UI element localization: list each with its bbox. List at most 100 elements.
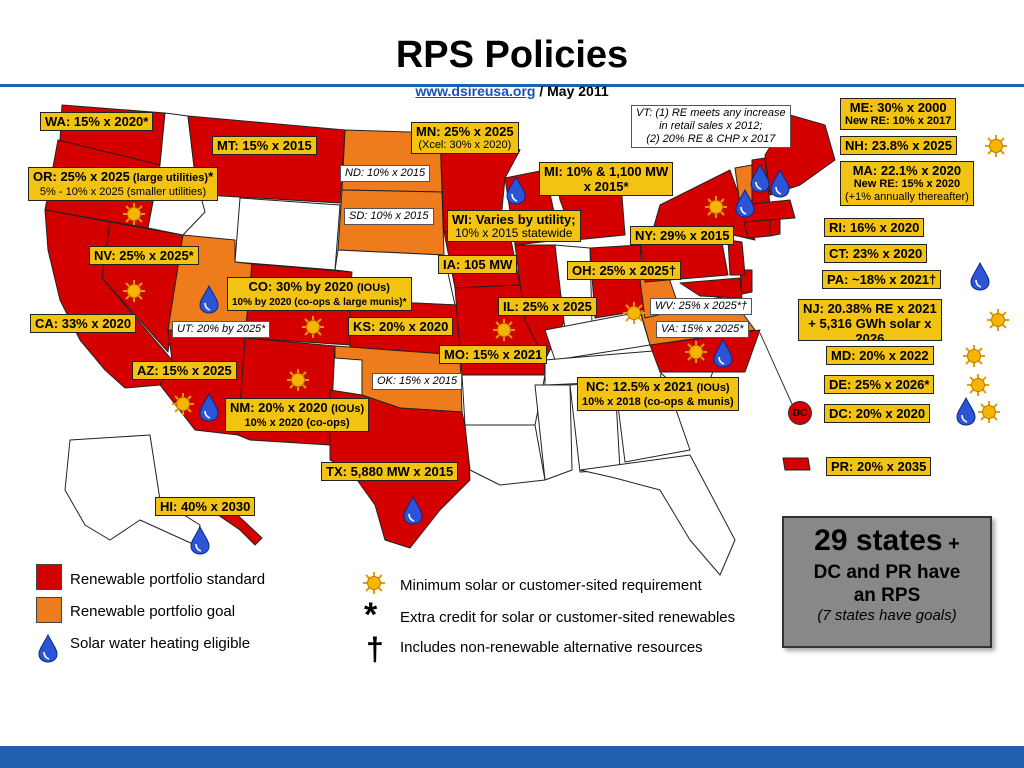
- md-abbr: MD:: [831, 348, 856, 363]
- nj-line2: + 5,316 GWh solar x: [808, 316, 932, 331]
- ma-sub: New RE: 15% x 2020: [853, 178, 961, 190]
- wi-abbr: WI: [452, 212, 468, 227]
- label-oh: OH: 25% x 2025†: [567, 261, 682, 280]
- label-il: IL: 25% x 2025: [498, 297, 597, 316]
- ma-abbr: MA:: [852, 163, 878, 178]
- state-fl: [579, 454, 736, 576]
- summary-line2: DC and PR have: [813, 562, 961, 583]
- vt-line2: in retail sales x 2012;: [659, 120, 763, 132]
- tx-text: 5,880 MW x 2015: [346, 464, 454, 479]
- mi-line2: x 2015*: [583, 179, 629, 194]
- note-ut: UT: 20% by 2025*: [172, 321, 271, 338]
- page-title: RPS Policies: [395, 34, 629, 76]
- summary-line1: 29 states: [814, 524, 943, 557]
- nh-abbr: NH:: [845, 138, 869, 153]
- label-co: CO: 30% by 2020 (IOUs) 10% by 2020 (co-op…: [227, 277, 412, 311]
- vt-line3: (2) 20% RE & CHP x 2017: [646, 133, 776, 145]
- state-ct: [743, 219, 771, 239]
- source-separator: /: [535, 83, 548, 99]
- pa-text: ~18% x 2021: [848, 272, 930, 287]
- label-hi: HI: 40% x 2030: [155, 497, 256, 516]
- or-small: (large utilities): [129, 172, 209, 184]
- hi-abbr: HI:: [160, 499, 178, 514]
- ia-text: 105 MW: [460, 257, 513, 272]
- az-abbr: AZ:: [137, 363, 159, 378]
- label-pr: PR: 20% x 2035: [826, 457, 932, 476]
- de-abbr: DE:: [829, 377, 852, 392]
- co-sub: 10% by 2020 (co-ops & large munis)*: [232, 297, 407, 308]
- mt-abbr: MT:: [217, 138, 239, 153]
- nj-abbr: NJ:: [803, 301, 824, 316]
- il-abbr: IL:: [503, 299, 519, 314]
- legend-dagger-symbol: †: [366, 631, 384, 667]
- state-nj: [727, 239, 746, 276]
- source-line: www.dsireusa.org / May 2011: [0, 83, 1024, 99]
- wi-text: : Varies by utility;: [467, 212, 576, 227]
- or-text: : 25% x 2025: [52, 169, 130, 184]
- pr-abbr: PR:: [831, 459, 854, 474]
- ri-abbr: RI:: [829, 220, 847, 235]
- vt-line1: VT: (1) RE meets any increase: [636, 107, 786, 119]
- dc-text: 20% x 2020: [852, 406, 926, 421]
- legend-dagger: Includes non-renewable alternative resou…: [400, 639, 703, 656]
- legend-sun: Minimum solar or customer-sited requirem…: [400, 577, 702, 594]
- summary-box: 29 states + DC and PR have an RPS (7 sta…: [782, 516, 992, 648]
- legend-drop-icon: [34, 630, 64, 664]
- mn-text: 25% x 2025: [440, 124, 514, 139]
- label-tx: TX: 5,880 MW x 2015: [321, 462, 459, 481]
- or-tail: *: [208, 169, 214, 184]
- label-ia: IA: 105 MW: [438, 255, 518, 274]
- label-nc: NC: 12.5% x 2021 (IOUs) 10% x 2018 (co-op…: [577, 377, 739, 411]
- oh-tail: †: [668, 263, 677, 278]
- az-text: 15% x 2025: [158, 363, 232, 378]
- state-ar: [461, 374, 546, 426]
- ks-abbr: KS:: [353, 319, 376, 334]
- hi-text: 40% x 2030: [177, 499, 251, 514]
- note-wv: WV: 25% x 2025*†: [650, 298, 753, 315]
- label-ca: CA: 33% x 2020: [30, 314, 137, 333]
- me-sub: New RE: 10% x 2017: [845, 115, 952, 127]
- label-wa: WA: 15% x 2020*: [40, 112, 154, 131]
- label-ny: NY: 29% x 2015: [630, 226, 735, 245]
- territory-pr: [782, 457, 811, 471]
- nc-text: : 12.5% x 2021: [604, 379, 697, 394]
- label-me: ME: 30% x 2000 New RE: 10% x 2017: [840, 98, 957, 130]
- dc-marker: DC: [788, 401, 812, 425]
- footer-bar: [0, 746, 1024, 768]
- nh-text: 23.8% x 2025: [868, 138, 952, 153]
- note-vt: VT: (1) RE meets any increase in retail …: [631, 105, 791, 148]
- oh-abbr: OH:: [572, 263, 596, 278]
- legend-goal: Renewable portfolio goal: [70, 603, 236, 620]
- nv-text: : 25% x 2025*: [111, 248, 194, 263]
- legend-standard: Renewable portfolio standard: [70, 571, 266, 588]
- ct-text: 23% x 2020: [849, 246, 923, 261]
- label-de: DE: 25% x 2026*: [824, 375, 935, 394]
- or-sub: 5% - 10% x 2025 (smaller utilities): [39, 186, 207, 198]
- ia-abbr: IA:: [443, 257, 461, 272]
- label-dc: DC: 20% x 2020: [824, 404, 931, 423]
- legend-swatch-goal: [36, 597, 62, 623]
- md-text: 20% x 2022: [855, 348, 929, 363]
- wa-abbr: WA:: [45, 114, 71, 129]
- state-ms: [534, 384, 573, 481]
- label-mt: MT: 15% x 2015: [212, 136, 317, 155]
- note-sd: SD: 10% x 2015: [344, 208, 434, 225]
- de-text: 25% x 2026*: [851, 377, 930, 392]
- label-ks: KS: 20% x 2020: [348, 317, 454, 336]
- source-link[interactable]: www.dsireusa.org: [415, 83, 536, 99]
- state-la: [464, 424, 546, 486]
- co-small: (IOUs): [356, 282, 390, 294]
- state-de: [739, 269, 753, 295]
- label-ct: CT: 23% x 2020: [824, 244, 928, 263]
- nc-abbr: NC: [586, 379, 605, 394]
- me-text: 30% x 2000: [873, 100, 947, 115]
- label-pa: PA: ~18% x 2021†: [822, 270, 942, 289]
- state-ak: [64, 434, 201, 546]
- dc-abbr: DC:: [829, 406, 853, 421]
- ca-abbr: CA:: [35, 316, 59, 331]
- mo-abbr: MO:: [444, 347, 470, 362]
- label-az: AZ: 15% x 2025: [132, 361, 237, 380]
- oh-text: 25% x 2025: [595, 263, 669, 278]
- note-ok: OK: 15% x 2015: [372, 373, 463, 390]
